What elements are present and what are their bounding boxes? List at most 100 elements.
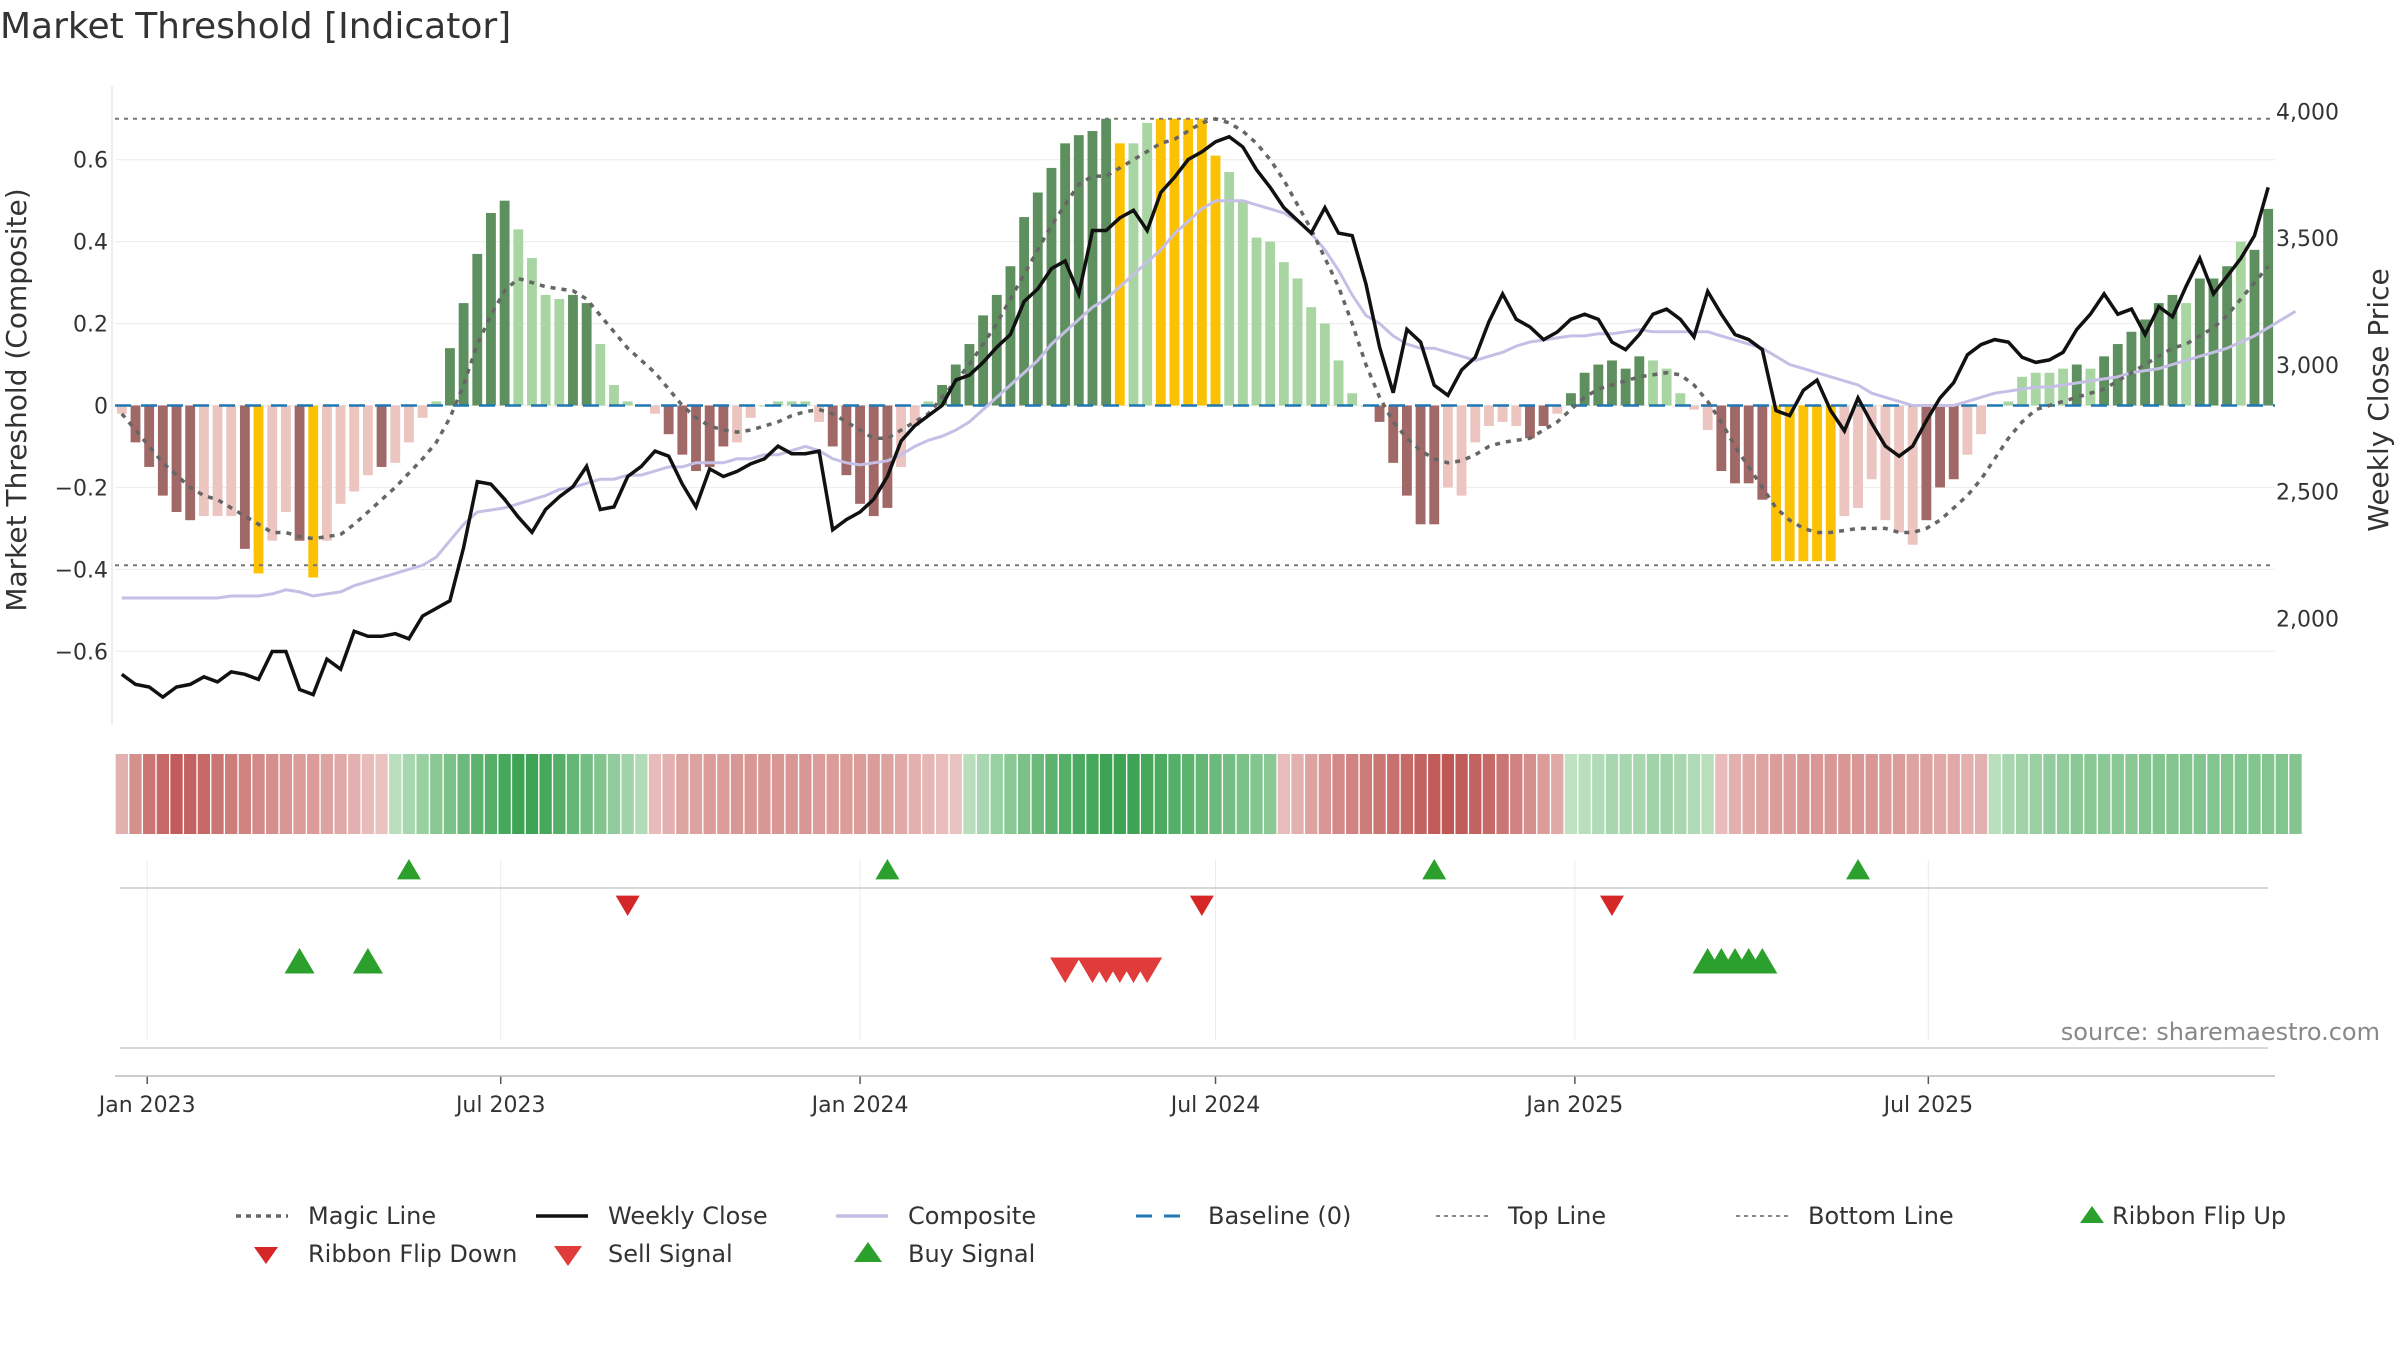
ribbon-cell <box>2248 754 2261 834</box>
composite-bar <box>1155 118 1166 406</box>
ribbon-cell <box>2179 754 2193 834</box>
composite-bar <box>1689 405 1699 410</box>
composite-bar <box>2167 294 2178 406</box>
ribbon-cell <box>1428 754 1441 834</box>
composite-bar <box>1716 405 1727 472</box>
composite-bar <box>1429 405 1440 525</box>
composite-bar <box>1825 405 1836 562</box>
composite-bar <box>2112 344 2123 406</box>
ribbon-cell <box>1469 754 1482 834</box>
composite-bars <box>116 118 2274 578</box>
ribbon-cell <box>1127 754 1140 834</box>
composite-bar <box>1142 122 1153 406</box>
composite-bar <box>1497 405 1508 422</box>
composite-bar <box>2085 368 2096 406</box>
composite-bar <box>1538 405 1549 426</box>
ribbon-cell <box>648 754 662 834</box>
ribbon-cell <box>717 754 730 834</box>
source-annotation: source: sharemaestro.com <box>2061 1018 2380 1046</box>
composite-bar <box>554 299 565 406</box>
ribbon-cell <box>990 754 1003 834</box>
composite-bar <box>2140 319 2151 406</box>
composite-bar <box>1073 135 1084 406</box>
legend-label: Baseline (0) <box>1208 1202 1351 1230</box>
composite-bar <box>1853 405 1863 508</box>
ribbon-cell <box>1195 754 1208 834</box>
composite-bar <box>2030 372 2041 406</box>
ribbon-flip-down-marker <box>1189 895 1214 916</box>
ribbon-cell <box>935 754 949 834</box>
ribbon-cell <box>361 754 375 834</box>
composite-bar <box>1087 131 1098 406</box>
ribbon-cell <box>1920 754 1933 834</box>
ribbon-cell <box>1414 754 1427 834</box>
ribbon-cell <box>758 754 771 834</box>
buy-signal-marker <box>284 948 315 974</box>
ribbon-cell <box>2111 754 2124 834</box>
y-tick-label-right: 2,000 <box>2276 608 2339 633</box>
ribbon-cell <box>1455 754 1468 834</box>
ribbon-cell <box>1564 754 1578 834</box>
legend-item: Weekly Close <box>536 1202 768 1230</box>
legend-label: Buy Signal <box>908 1240 1035 1268</box>
composite-bar <box>1278 262 1289 406</box>
ribbon-strip <box>115 754 2302 834</box>
y-tick-label-left: 0 <box>94 395 108 420</box>
composite-bar <box>1880 405 1891 521</box>
ribbon-cell <box>1687 754 1701 834</box>
ribbon-cell <box>471 754 484 834</box>
ribbon-cell <box>156 754 169 834</box>
y-axis-title-right: Weekly Close Price <box>2362 268 2395 531</box>
composite-bar <box>1484 405 1494 426</box>
ribbon-cell <box>293 754 306 834</box>
ribbon-cell <box>375 754 388 834</box>
magic-line <box>120 116 2270 541</box>
ribbon-cell <box>115 754 128 834</box>
ribbon-cell <box>1701 754 1714 834</box>
ribbon-cell <box>279 754 293 834</box>
ribbon-cell <box>2138 754 2152 834</box>
ribbon-cell <box>2221 754 2234 834</box>
composite-bar <box>1470 405 1481 443</box>
ribbon-cell <box>1892 754 1906 834</box>
ribbon-cell <box>1045 754 1058 834</box>
ribbon-cell <box>1947 754 1960 834</box>
ribbon-cell <box>1974 754 1988 834</box>
buy-signal-marker <box>352 948 383 974</box>
ribbon-cell <box>1086 754 1099 834</box>
sell-signal-marker <box>1132 957 1163 983</box>
ribbon-cell <box>1346 754 1359 834</box>
ribbon-cell <box>635 754 648 834</box>
legend-item: Ribbon Flip Down <box>254 1240 517 1268</box>
composite-bar <box>1812 405 1822 562</box>
composite-bar <box>431 401 442 406</box>
ribbon-cell <box>2084 754 2097 834</box>
ribbon-cell <box>1742 754 1755 834</box>
composite-bar <box>1702 405 1713 431</box>
y-axis-title-left: Market Threshold (Composite) <box>0 188 33 611</box>
ribbon-cell <box>1646 754 1660 834</box>
ribbon-cell <box>949 754 962 834</box>
composite-bar <box>1798 405 1809 562</box>
composite-bar <box>568 294 578 406</box>
composite-bar <box>1415 405 1426 525</box>
ribbon-cell <box>1824 754 1837 834</box>
axes: −0.6 −0.4 −0.2 0 0.2 0.4 0.6 2,000 2,500 3,000 3,5… <box>55 86 2339 1118</box>
y-tick-label-right: 3,000 <box>2276 354 2339 379</box>
ribbon-cell <box>184 754 197 834</box>
composite-bar <box>1962 405 1973 455</box>
ribbon-cell <box>1031 754 1044 834</box>
ribbon-cell <box>334 754 347 834</box>
ribbon-cell <box>2289 754 2302 834</box>
ribbon-cell <box>1838 754 1851 834</box>
ribbon-cell <box>402 754 416 834</box>
ribbon-cell <box>1592 754 1605 834</box>
y-tick-label-left: −0.2 <box>55 476 108 501</box>
composite-bar <box>1060 143 1071 406</box>
composite-bar <box>2263 208 2274 406</box>
ribbon-cell <box>1318 754 1332 834</box>
ribbon-cell <box>1728 754 1742 834</box>
ribbon-cell <box>1851 754 1865 834</box>
buy-signal-marker <box>1747 948 1778 974</box>
ribbon-cell <box>1441 754 1455 834</box>
